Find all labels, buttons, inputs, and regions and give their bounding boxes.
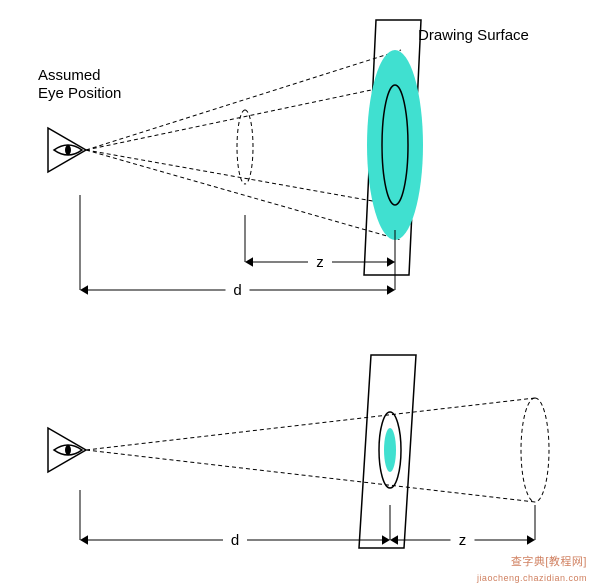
bottom-dim-z: z (398, 530, 527, 549)
watermark-line1: 查字典[教程网] (511, 553, 587, 569)
top-mid-ellipse (237, 110, 253, 184)
svg-text:d: d (233, 282, 241, 299)
bottom-projected-fill (384, 428, 396, 472)
svg-text:z: z (316, 254, 324, 271)
top-projected-ellipse-fill (367, 50, 423, 240)
eye-label-1: Assumed (38, 67, 101, 84)
watermark-line2: jiaocheng.chazidian.com (477, 573, 587, 583)
svg-text:z: z (459, 532, 467, 549)
bottom-far-ellipse (521, 398, 549, 502)
bottom-eye-icon (48, 428, 86, 472)
top-dim-z: z (253, 252, 387, 271)
surface-label: Drawing Surface (418, 27, 529, 44)
top-eye-icon (48, 128, 86, 172)
svg-text:d: d (231, 532, 239, 549)
bottom-dim-d: d (88, 530, 382, 549)
top-dim-d: d (88, 280, 387, 299)
eye-label-2: Eye Position (38, 85, 121, 102)
